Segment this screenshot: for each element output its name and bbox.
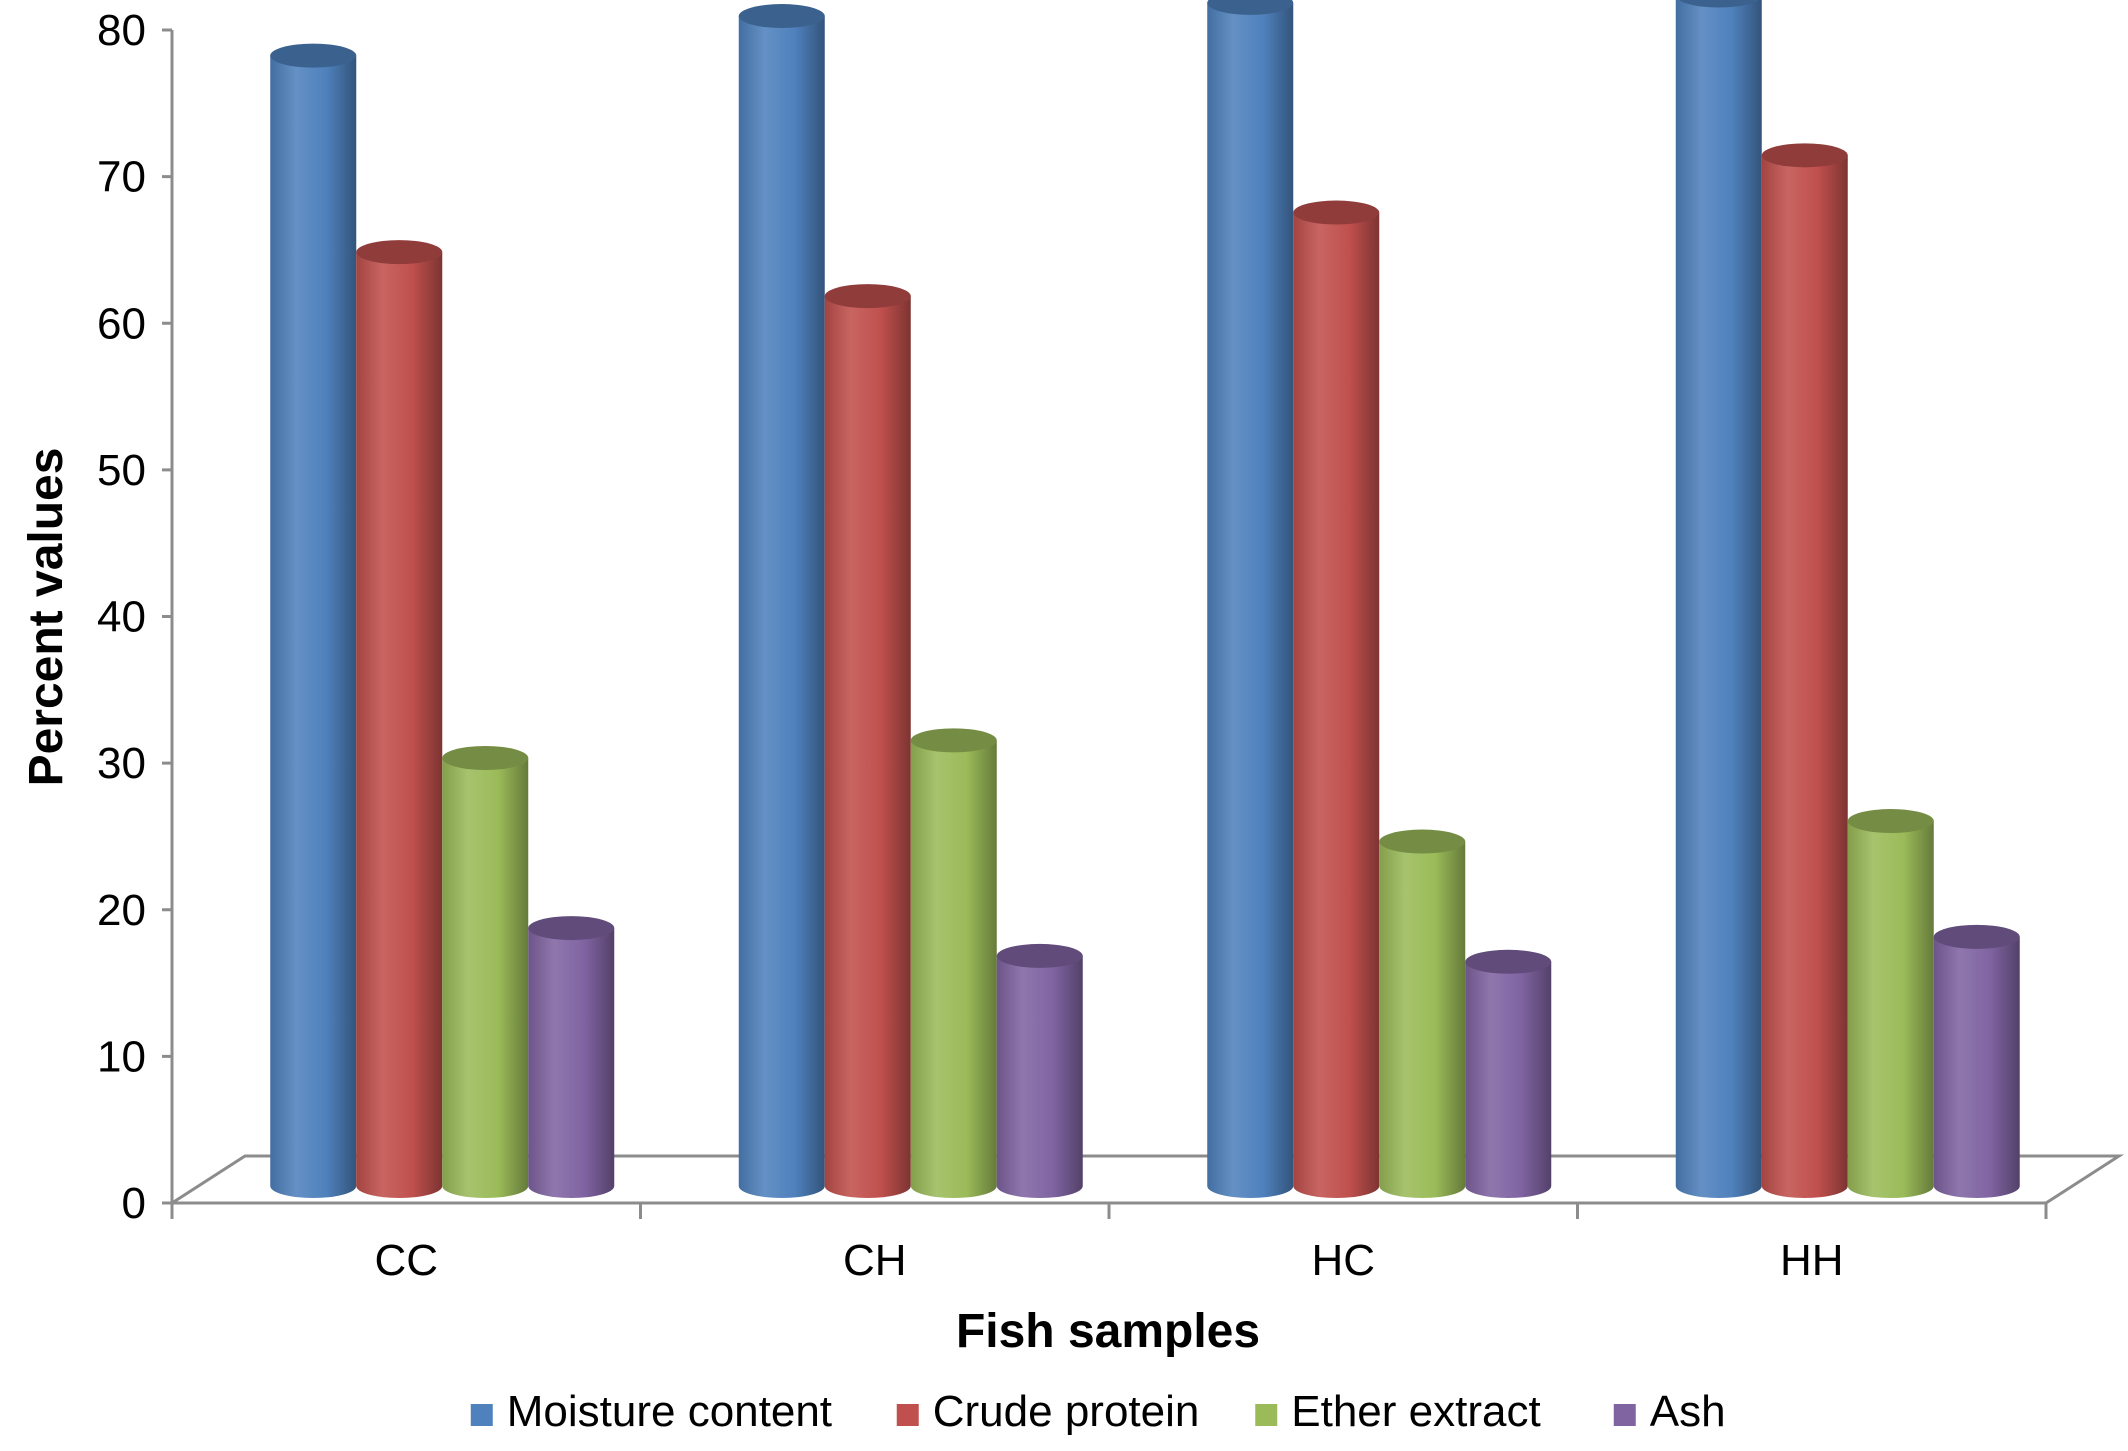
bar-top bbox=[1678, 0, 1759, 8]
legend-label: Ash bbox=[1650, 1387, 1726, 1436]
bar-body bbox=[1465, 961, 1552, 1198]
legend-item-moisture-content: Moisture content bbox=[470, 1387, 832, 1436]
legend-item-ether-extract: Ether extract bbox=[1255, 1387, 1541, 1436]
bar-ch-ash bbox=[996, 943, 1083, 1198]
y-tick-label: 70 bbox=[97, 153, 146, 202]
bar-hh-crude-protein bbox=[1761, 143, 1848, 1198]
x-axis-title: Fish samples bbox=[956, 1305, 1260, 1358]
bar-cc-ether-extract bbox=[442, 745, 529, 1198]
bar-body bbox=[1379, 841, 1466, 1198]
bar-top bbox=[1293, 200, 1380, 225]
x-category-label: CH bbox=[843, 1236, 907, 1285]
y-tick-label: 50 bbox=[97, 446, 146, 495]
bar-body bbox=[910, 740, 997, 1198]
y-tick-label: 80 bbox=[97, 6, 146, 55]
bar-top bbox=[1465, 949, 1552, 974]
x-axis: CC CH HC HH bbox=[170, 1201, 2048, 1285]
bar-body bbox=[356, 252, 443, 1199]
legend-swatch bbox=[470, 1404, 493, 1426]
legend-item-ash: Ash bbox=[1613, 1387, 1726, 1436]
bar-body bbox=[270, 55, 357, 1198]
bar-top bbox=[528, 916, 615, 941]
bar-body bbox=[1207, 2, 1294, 1198]
bar-body bbox=[1293, 212, 1380, 1199]
legend-swatch bbox=[1255, 1404, 1278, 1426]
bar-ch-ether-extract bbox=[910, 728, 997, 1198]
bar-hh-ash bbox=[1933, 924, 2020, 1198]
bar-hc-crude-protein bbox=[1293, 200, 1380, 1199]
bar-hh-moisture-content bbox=[1675, 0, 1762, 1198]
bar-hc-ether-extract bbox=[1379, 829, 1466, 1198]
y-tick-label: 0 bbox=[122, 1179, 146, 1228]
bar-cc-crude-protein bbox=[356, 240, 443, 1199]
bar-top bbox=[442, 745, 529, 770]
x-category-label: CC bbox=[374, 1236, 438, 1285]
bar-top bbox=[356, 240, 443, 265]
bar-top bbox=[1207, 0, 1294, 15]
bar-cc-moisture-content bbox=[270, 43, 357, 1198]
legend-swatch bbox=[1613, 1404, 1636, 1426]
x-category-label: HH bbox=[1780, 1236, 1844, 1285]
bar-top bbox=[270, 43, 357, 68]
bars-group bbox=[270, 0, 2020, 1199]
bar-body bbox=[824, 296, 911, 1198]
bar-cc-ash bbox=[528, 916, 615, 1198]
legend-label: Crude protein bbox=[933, 1387, 1200, 1436]
bar-hc-moisture-content bbox=[1207, 0, 1294, 1198]
legend-item-crude-protein: Crude protein bbox=[896, 1387, 1200, 1436]
bar-top bbox=[824, 284, 911, 309]
x-category-label: HC bbox=[1311, 1236, 1375, 1285]
y-tick-label: 40 bbox=[97, 593, 146, 642]
bar-body bbox=[442, 757, 529, 1198]
y-tick-label: 10 bbox=[97, 1032, 146, 1081]
y-tick-label: 20 bbox=[97, 886, 146, 935]
legend-label: Moisture content bbox=[507, 1387, 832, 1436]
bar-body bbox=[1675, 0, 1762, 1198]
y-axis-title: Percent values bbox=[20, 448, 73, 787]
bar-ch-crude-protein bbox=[824, 284, 911, 1198]
bar-top bbox=[738, 4, 825, 29]
bar-top bbox=[1847, 809, 1934, 834]
bar-body bbox=[738, 16, 825, 1198]
legend-swatch bbox=[896, 1404, 919, 1426]
bar-body bbox=[1847, 821, 1934, 1198]
legend-label: Ether extract bbox=[1291, 1387, 1540, 1436]
bar-top bbox=[910, 728, 997, 753]
legend: Moisture content Crude protein Ether extra… bbox=[470, 1387, 1726, 1436]
bar-top bbox=[1761, 143, 1848, 168]
bar-body bbox=[1933, 936, 2020, 1198]
bar-top bbox=[996, 943, 1083, 968]
y-tick-label: 30 bbox=[97, 739, 146, 788]
bar-top bbox=[1933, 924, 2020, 949]
y-tick-label: 60 bbox=[97, 299, 146, 348]
bar-body bbox=[1761, 155, 1848, 1198]
y-axis: 0 10 20 30 40 50 60 70 80 bbox=[97, 6, 174, 1228]
bar-hc-ash bbox=[1465, 949, 1552, 1198]
bar-body bbox=[528, 928, 615, 1198]
bar-body bbox=[996, 955, 1083, 1198]
bar-ch-moisture-content bbox=[738, 4, 825, 1198]
bar-hh-ether-extract bbox=[1847, 809, 1934, 1198]
bar-top bbox=[1379, 829, 1466, 854]
